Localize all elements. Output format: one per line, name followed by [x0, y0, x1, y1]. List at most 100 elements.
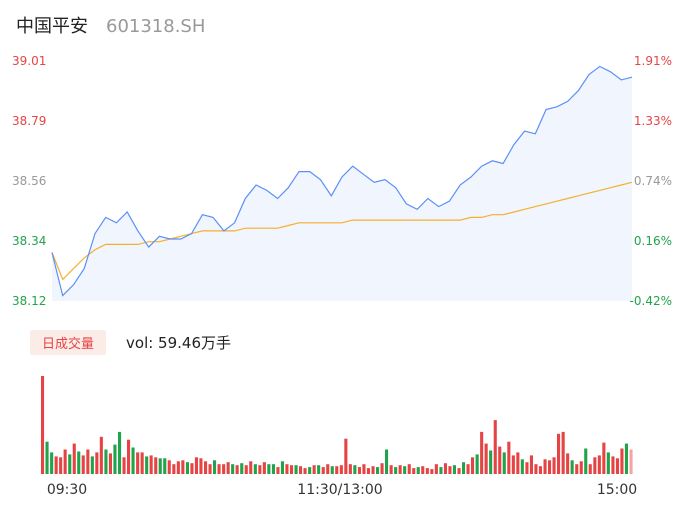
volume-bar	[280, 461, 284, 474]
volume-bar	[480, 431, 484, 474]
price-tick-label: 38.79	[12, 114, 46, 128]
volume-bar	[570, 460, 574, 474]
volume-bar	[299, 466, 303, 474]
volume-bar	[597, 455, 601, 474]
volume-bar	[620, 448, 624, 474]
percent-axis-labels: 1.91% 1.33% 0.74% 0.16% -0.42%	[630, 54, 672, 308]
volume-bar	[163, 458, 167, 474]
volume-bar	[493, 420, 497, 474]
volume-bar	[208, 464, 212, 474]
volume-bar	[421, 466, 425, 474]
volume-bar	[439, 467, 443, 474]
volume-bar	[317, 465, 321, 474]
percent-tick-label: 0.16%	[634, 234, 672, 248]
volume-bar	[502, 452, 506, 474]
volume-bar	[249, 461, 253, 474]
time-axis-labels: 09:30 11:30/13:00 15:00	[47, 482, 637, 498]
volume-bar	[312, 465, 316, 474]
daily-volume-tab[interactable]: 日成交量	[30, 329, 107, 355]
volume-bar	[326, 464, 330, 474]
volume-bar	[63, 449, 67, 474]
volume-bar	[434, 464, 438, 474]
price-axis-labels: 39.01 38.79 38.56 38.34 38.12	[12, 54, 46, 308]
volume-bar	[258, 465, 262, 474]
volume-bar	[185, 462, 189, 474]
volume-bar	[231, 464, 235, 474]
volume-bar	[222, 464, 226, 474]
volume-bar	[615, 458, 619, 474]
volume-bar	[86, 449, 90, 474]
volume-bar	[99, 436, 103, 474]
volume-bar	[407, 464, 411, 474]
volume-bar	[72, 443, 76, 474]
volume-bar	[194, 457, 198, 474]
volume-bar	[412, 468, 416, 474]
volume-bar	[520, 459, 524, 474]
volume-bar	[498, 446, 502, 474]
stock-name: 中国平安	[16, 16, 88, 37]
volume-bar	[172, 464, 176, 474]
volume-bar	[430, 469, 434, 474]
volume-bar	[122, 457, 126, 474]
volume-bars	[41, 376, 633, 474]
volume-bar	[213, 460, 217, 474]
volume-bar	[262, 462, 266, 474]
volume-bar	[584, 448, 588, 474]
volume-bar	[167, 460, 171, 474]
volume-bar	[357, 467, 361, 474]
volume-bar	[204, 461, 208, 474]
volume-bar	[602, 442, 606, 474]
volume-bar	[462, 462, 466, 474]
volume-bar	[579, 461, 583, 474]
volume-bar	[552, 457, 556, 474]
volume-bar	[525, 462, 529, 474]
time-tick-label: 09:30	[47, 482, 87, 498]
volume-bar	[81, 455, 85, 474]
volume-bar	[606, 452, 610, 474]
volume-bar	[557, 433, 561, 474]
volume-bar	[136, 452, 140, 474]
volume-bar	[226, 462, 230, 474]
price-tick-label: 38.34	[12, 234, 46, 248]
volume-bar	[190, 463, 194, 474]
volume-bar	[475, 454, 479, 474]
percent-tick-label: 0.74%	[634, 174, 672, 188]
volume-bar	[59, 457, 63, 474]
volume-bar	[376, 467, 380, 474]
volume-bar	[285, 464, 289, 474]
volume-bar	[416, 467, 420, 474]
volume-bar	[575, 464, 579, 474]
volume-bar	[217, 464, 221, 474]
volume-bar	[276, 467, 280, 474]
price-chart: 39.01 38.79 38.56 38.34 38.12 1.91% 1.33% 0.74…	[12, 54, 672, 308]
volume-bar	[507, 441, 511, 474]
volume-bar	[611, 456, 615, 474]
volume-bar	[68, 454, 72, 474]
volume-bar	[466, 464, 470, 474]
volume-bar	[330, 466, 334, 474]
volume-bar	[366, 468, 370, 474]
volume-bar	[271, 464, 275, 474]
percent-tick-label: 1.91%	[634, 54, 672, 68]
volume-bar	[452, 465, 456, 474]
volume-bar	[240, 463, 244, 474]
price-line	[51, 65, 633, 297]
volume-bar	[548, 460, 552, 474]
volume-bar	[348, 464, 352, 474]
volume-bar	[385, 449, 389, 474]
volume-bar	[303, 468, 307, 474]
volume-bar	[371, 466, 375, 474]
volume-bar	[253, 464, 257, 474]
volume-bar	[403, 466, 407, 474]
volume-bar	[561, 431, 565, 474]
volume-bar	[339, 465, 343, 474]
volume-bar	[543, 459, 547, 474]
volume-bar	[267, 464, 271, 474]
volume-bar	[140, 452, 144, 474]
volume-bar	[41, 376, 45, 474]
volume-bar	[516, 452, 520, 474]
volume-bar	[534, 464, 538, 474]
volume-bar	[484, 443, 488, 474]
volume-bar	[54, 456, 58, 474]
volume-bar	[425, 468, 429, 474]
